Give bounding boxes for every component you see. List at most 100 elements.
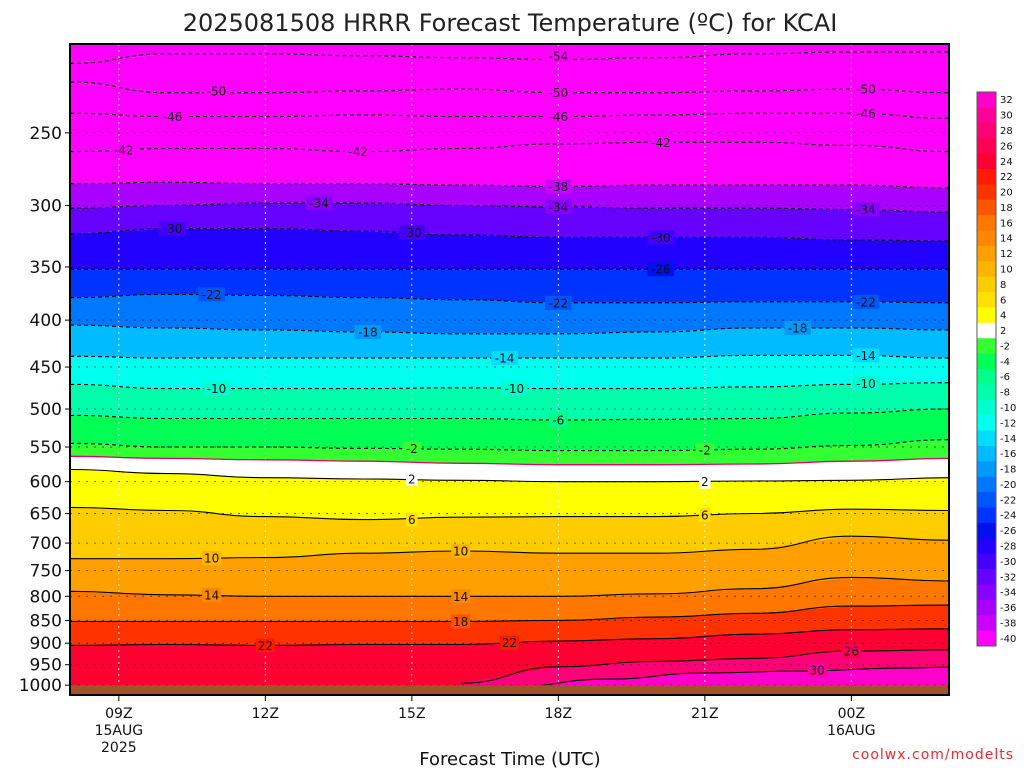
- colorbar-swatch: [977, 153, 996, 170]
- colorbar-label: -28: [1000, 541, 1016, 552]
- contour-label: -46: [856, 107, 876, 121]
- colorbar-swatch: [977, 307, 996, 324]
- contour-label-group: -14: [852, 348, 880, 363]
- y-tick-label: 950: [30, 656, 62, 676]
- y-tick-label: 650: [30, 505, 62, 525]
- contour-label: 30: [810, 664, 825, 678]
- colorbar-label: 26: [1000, 141, 1013, 152]
- contour-label-group: -42: [110, 143, 137, 158]
- x-tick-label: 15AUG: [95, 723, 144, 739]
- ground-level: [70, 685, 949, 695]
- contour-label-bg: [354, 324, 382, 339]
- colorbar-label: 6: [1000, 295, 1006, 306]
- contour-label-group: -22: [545, 295, 572, 310]
- contour-label: 18: [453, 615, 468, 629]
- contour-label-bg: [545, 109, 572, 124]
- contour-label-group: -42: [344, 144, 372, 159]
- contour-label: -14: [495, 352, 515, 366]
- contour-label-group: -18: [354, 324, 382, 339]
- colorbar-label: -6: [1000, 372, 1010, 383]
- isotherm-line: [70, 354, 949, 359]
- contour-label: -14: [856, 349, 876, 363]
- colorbar-swatch: [977, 276, 996, 293]
- temperature-band: [70, 202, 949, 242]
- contour-label: -34: [309, 196, 329, 210]
- isotherm-line: [70, 468, 949, 483]
- colorbar-swatch: [977, 630, 996, 647]
- temperature-band: [70, 605, 949, 646]
- contour-label-bg: [402, 441, 422, 456]
- contour-label-bg: [699, 474, 711, 489]
- colorbar-label: -22: [1000, 495, 1016, 506]
- contour-label: -34: [856, 203, 876, 217]
- contour-label-group: -46: [545, 109, 572, 124]
- contour-label-bg: [203, 83, 230, 98]
- colorbar-swatch: [977, 215, 996, 231]
- colorbar-label: -34: [1000, 588, 1016, 599]
- temperature-band: [70, 507, 949, 559]
- isotherm-line: [70, 439, 949, 452]
- contour-label-bg: [501, 381, 528, 396]
- y-tick-label: 850: [30, 611, 62, 631]
- contour-label-bg: [545, 179, 572, 194]
- temperature-band-freezing: [70, 439, 949, 465]
- contour-label: 10: [204, 552, 219, 566]
- colorbar-swatch: [977, 322, 996, 339]
- colorbar-label: 14: [1000, 234, 1013, 245]
- colorbar-label: -20: [1000, 480, 1016, 491]
- contour-label-group: -50: [545, 85, 572, 100]
- contour-label-bg: [159, 109, 186, 124]
- contour-label: -46: [163, 110, 183, 124]
- y-tick-label: 500: [30, 400, 62, 420]
- temperature-band: [70, 382, 949, 420]
- temperature-band: [70, 182, 949, 213]
- contour-label-group: -2: [402, 441, 422, 456]
- colorbar-label: -10: [1000, 403, 1016, 414]
- contour-label: -26: [651, 263, 671, 277]
- colorbar-swatch: [977, 353, 996, 370]
- contour-label-bg: [545, 199, 572, 214]
- colorbar-label: 2: [1000, 326, 1006, 337]
- colorbar-swatch: [977, 599, 996, 616]
- colorbar-swatch: [977, 492, 996, 508]
- contour-label: -34: [549, 200, 569, 214]
- colorbar-label: -24: [1000, 511, 1016, 522]
- contour-label-bg: [807, 663, 827, 678]
- contour-labels: -54 -50 -50 -50 -46 -46 -46 -42 -42 -42 -38 -34 -34 -…: [110, 48, 880, 678]
- contour-label-group: 6: [406, 512, 418, 527]
- isotherm-line: [70, 408, 949, 421]
- contour-label: -30: [163, 222, 183, 236]
- colorbar-label: -36: [1000, 603, 1016, 614]
- contour-label: -6: [552, 414, 564, 428]
- colorbar-swatch: [977, 615, 996, 632]
- contour-label-bg: [852, 202, 880, 217]
- contour-label: -42: [651, 136, 671, 150]
- colorbar-swatch: [977, 384, 996, 401]
- contour-label-bg: [548, 413, 568, 428]
- contour-label-bg: [852, 376, 880, 391]
- contour-label-bg: [406, 471, 418, 486]
- contour-label: -50: [207, 84, 227, 98]
- y-tick-label: 250: [30, 124, 62, 144]
- contour-label-bg: [110, 143, 137, 158]
- contour-label: -50: [856, 83, 876, 97]
- contour-label-group: 14: [202, 587, 222, 602]
- contour-label: 14: [453, 590, 468, 604]
- colorbar-label: -12: [1000, 418, 1016, 429]
- contour-label-group: -10: [501, 381, 528, 396]
- contour-label-group: -42: [647, 135, 675, 150]
- colorbar-label: 8: [1000, 280, 1006, 291]
- contour-label-bg: [198, 287, 225, 302]
- colorbar-swatch: [977, 415, 996, 432]
- contour-label-bg: [852, 294, 880, 309]
- colorbar-swatch: [977, 138, 996, 155]
- isotherm-line: [70, 181, 949, 189]
- colorbar-swatch: [977, 292, 996, 308]
- contour-label-bg: [647, 230, 675, 245]
- contour-label-group: -30: [159, 221, 186, 236]
- contour-label-group: -6: [548, 413, 568, 428]
- colorbar-label: -2: [1000, 341, 1010, 352]
- x-tick-label: 00Z: [838, 706, 865, 722]
- contour-label-group: 22: [500, 635, 519, 650]
